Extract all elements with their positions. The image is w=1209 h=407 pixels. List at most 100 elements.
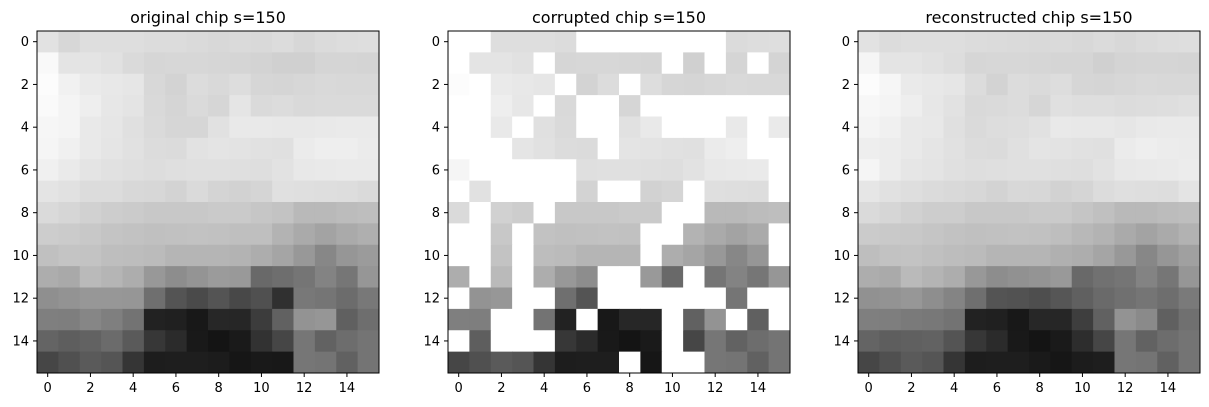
heatmap-cell (58, 73, 81, 96)
heatmap-cell (858, 351, 880, 374)
heatmap-cell (1135, 95, 1158, 118)
heatmap-cell (986, 137, 1009, 160)
heatmap-cell (661, 223, 684, 246)
heatmap-cell (1029, 351, 1051, 374)
heatmap-cell (554, 308, 577, 331)
x-tick-label: 12 (707, 381, 724, 396)
heatmap-cell (1007, 308, 1030, 331)
heatmap-cell (490, 116, 513, 139)
heatmap-cell (576, 351, 599, 374)
heatmap-cell (1071, 266, 1094, 289)
heatmap-cell (1114, 95, 1137, 118)
heatmap-cell (986, 287, 1009, 310)
heatmap-cell (858, 180, 880, 203)
heatmap-cell (1157, 287, 1180, 310)
heatmap-cell (964, 73, 987, 96)
heatmap-cell (576, 244, 599, 267)
heatmap-cell (357, 116, 380, 139)
heatmap-cell (293, 137, 316, 160)
heatmap-cell (922, 116, 945, 139)
heatmap-cell (293, 330, 316, 353)
heatmap-cell (1157, 202, 1180, 224)
heatmap-cell (858, 330, 880, 353)
heatmap-cell (208, 95, 230, 118)
heatmap-cell (964, 95, 987, 118)
y-tick-label: 8 (432, 206, 440, 221)
heatmap-cell (1029, 202, 1051, 224)
heatmap-cell (900, 330, 923, 353)
heatmap-cell (448, 287, 470, 310)
heatmap-cell (725, 244, 748, 267)
heatmap-cell (165, 52, 188, 75)
heatmap-cell (533, 244, 556, 267)
heatmap-cell (768, 308, 791, 331)
heatmap-cell (576, 73, 599, 96)
heatmap-cell (37, 180, 59, 203)
heatmap-cell (186, 180, 209, 203)
heatmap-cell (336, 137, 359, 160)
heatmap-cell (576, 287, 599, 310)
heatmap-cell (858, 73, 880, 96)
heatmap-cell (986, 202, 1009, 224)
heatmap-cell (1093, 308, 1116, 331)
heatmap-cell (512, 137, 535, 160)
heatmap-cell (922, 330, 945, 353)
heatmap-cell (661, 308, 684, 331)
heatmap-cell (1114, 137, 1137, 160)
heatmap-cell (250, 52, 273, 75)
heatmap-cell (922, 73, 945, 96)
heatmap-cell (143, 223, 166, 246)
heatmap-cell (683, 330, 706, 353)
heatmap-cell (79, 330, 102, 353)
heatmap-cell (58, 137, 81, 160)
heatmap-cell (879, 73, 902, 96)
heatmap-cell (357, 202, 380, 224)
heatmap-cell (922, 95, 945, 118)
heatmap-cell (858, 116, 880, 139)
heatmap-cell (747, 287, 770, 310)
heatmap-cell (512, 244, 535, 267)
heatmap-cell (1178, 287, 1201, 310)
heatmap-cell (943, 52, 966, 75)
heatmap-cell (490, 52, 513, 75)
heatmap-cell (165, 95, 188, 118)
heatmap-cell (619, 95, 641, 118)
heatmap-cell (943, 351, 966, 374)
heatmap-cell (58, 330, 81, 353)
heatmap-cell (533, 180, 556, 203)
heatmap-cell (597, 244, 620, 267)
x-tick-label: 14 (750, 381, 767, 396)
heatmap-cell (229, 330, 252, 353)
heatmap-cell (1135, 223, 1158, 246)
heatmap-cell (1157, 31, 1180, 53)
heatmap-cell (1157, 266, 1180, 289)
heatmap-cell (943, 287, 966, 310)
heatmap-cell (725, 159, 748, 182)
heatmap-cell (186, 73, 209, 96)
heatmap-cell (768, 351, 791, 374)
heatmap-cell (1071, 137, 1094, 160)
heatmap-cell (490, 266, 513, 289)
heatmap-cell (143, 351, 166, 374)
heatmap-cell (879, 52, 902, 75)
heatmap-cell (661, 31, 684, 53)
heatmap-cell (1050, 351, 1073, 374)
heatmap-cell (986, 52, 1009, 75)
heatmap-cell (1135, 31, 1158, 53)
heatmap-cell (554, 330, 577, 353)
heatmap-cell (619, 116, 641, 139)
heatmap-cell (208, 351, 230, 374)
heatmap-cell (512, 116, 535, 139)
heatmap-cell (1093, 159, 1116, 182)
heatmap-cell (964, 52, 987, 75)
heatmap-cell (101, 31, 124, 53)
heatmap-cell (725, 287, 748, 310)
heatmap-cell (490, 159, 513, 182)
heatmap-cell (512, 351, 535, 374)
heatmap-cell (1071, 244, 1094, 267)
heatmap-cell (858, 202, 880, 224)
heatmap-cell (37, 330, 59, 353)
heatmap-cell (661, 73, 684, 96)
heatmap-cell (165, 159, 188, 182)
heatmap-cell (469, 52, 492, 75)
